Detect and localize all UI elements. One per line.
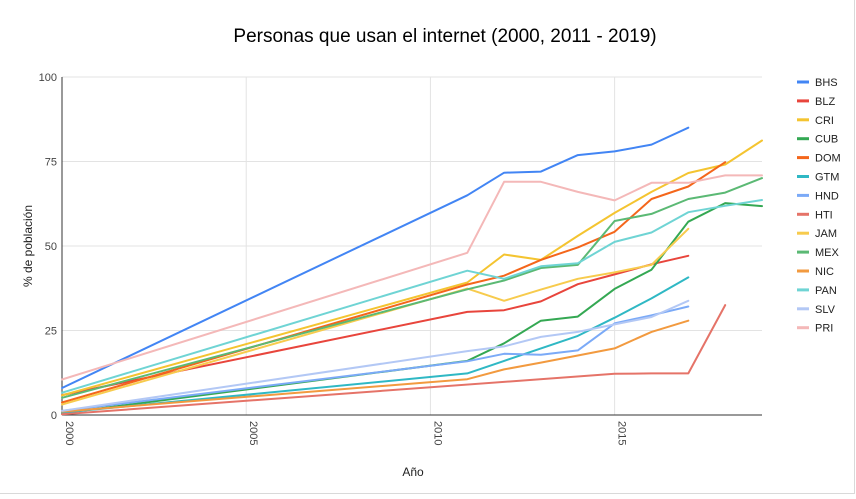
y-tick-label: 100 (39, 72, 57, 84)
legend-item-jam: JAM (797, 228, 837, 240)
x-tick-label: 2015 (616, 421, 628, 445)
legend-label: NIC (815, 266, 834, 278)
x-tick-label: 2005 (247, 421, 259, 445)
legend-item-cri: CRI (797, 115, 834, 127)
legend-item-nic: NIC (797, 266, 834, 278)
legend-label: BHS (815, 77, 838, 89)
chart-title: Personas que usan el internet (2000, 201… (233, 26, 656, 47)
legend-label: CRI (815, 115, 834, 127)
grid-lines (61, 76, 762, 415)
series-line-hnd (61, 305, 690, 412)
series-line-pan (61, 199, 763, 394)
x-axis-label: Año (402, 465, 424, 479)
series-lines (61, 126, 763, 416)
legend-label: PRI (815, 323, 833, 335)
x-tick-label: 2010 (431, 421, 443, 445)
legend-item-gtm: GTM (797, 172, 839, 184)
legend-label: PAN (815, 285, 837, 297)
legend-item-dom: DOM (797, 153, 841, 165)
y-axis-label: % de población (21, 205, 35, 287)
y-tick-label: 0 (51, 410, 57, 422)
y-tick-label: 50 (45, 241, 57, 253)
legend-label: DOM (815, 153, 841, 165)
series-line-pri (61, 174, 763, 381)
legend: BHS BLZ CRI CUB DOM GTM HND HTI JAM MEX NIC PAN SLV P… (797, 77, 841, 335)
legend-item-cub: CUB (797, 134, 838, 146)
series-line-nic (61, 319, 690, 413)
legend-label: MEX (815, 247, 840, 259)
series-line-bhs (61, 126, 690, 389)
legend-label: CUB (815, 134, 838, 146)
x-axis-ticks: 2000 2005 2010 2015 (63, 421, 628, 445)
legend-label: BLZ (815, 96, 835, 108)
series-line-mex (61, 177, 763, 399)
series-line-slv (61, 299, 690, 412)
y-axis-ticks: 0 25 50 75 100 (39, 72, 57, 422)
series-line-cri (61, 139, 763, 397)
legend-label: HTI (815, 209, 833, 221)
legend-label: GTM (815, 172, 839, 184)
series-line-dom (61, 161, 727, 404)
legend-label: HND (815, 190, 839, 202)
legend-item-pri: PRI (797, 323, 833, 335)
series-line-gtm (61, 276, 690, 414)
legend-item-blz: BLZ (797, 96, 835, 108)
legend-item-hti: HTI (797, 209, 833, 221)
legend-item-pan: PAN (797, 285, 837, 297)
legend-item-bhs: BHS (797, 77, 838, 89)
series-line-jam (61, 227, 690, 406)
y-tick-label: 75 (45, 157, 57, 169)
x-tick-label: 2000 (63, 421, 75, 445)
y-tick-label: 25 (45, 326, 57, 338)
legend-label: JAM (815, 228, 837, 240)
legend-label: SLV (815, 304, 836, 316)
series-line-hti (61, 304, 727, 416)
series-line-cub (61, 202, 763, 415)
legend-item-hnd: HND (797, 190, 839, 202)
legend-item-slv: SLV (797, 304, 836, 316)
legend-item-mex: MEX (797, 247, 840, 259)
